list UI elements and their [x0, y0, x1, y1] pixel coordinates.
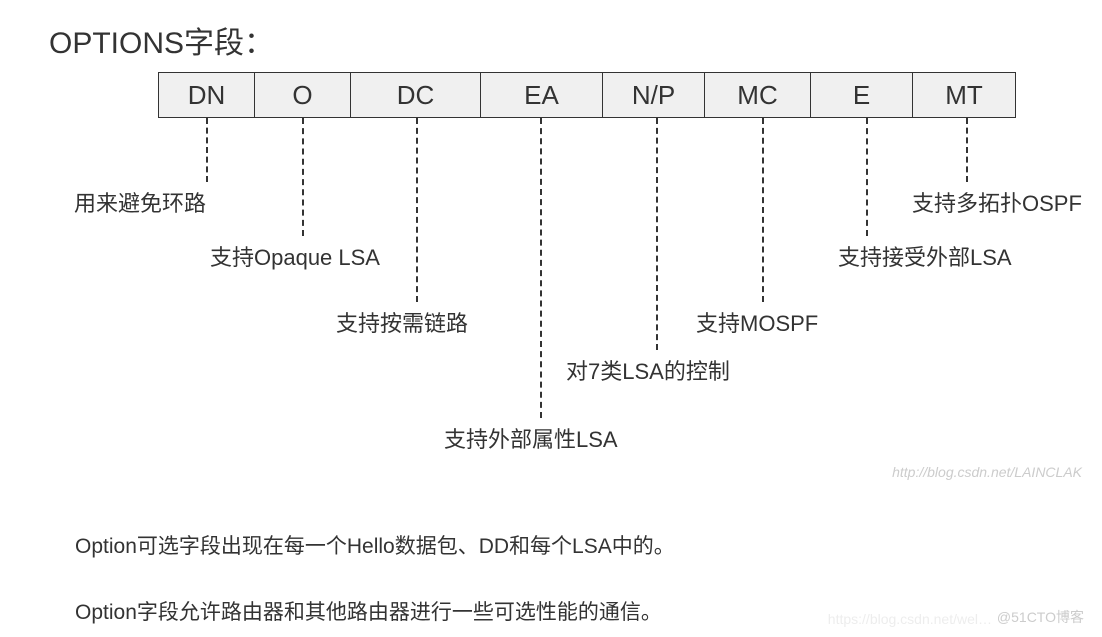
bit-cell-o: O: [255, 73, 351, 117]
footer-line-1: Option可选字段出现在每一个Hello数据包、DD和每个LSA中的。: [75, 530, 675, 560]
callout-mc: 支持MOSPF: [696, 306, 818, 338]
bit-cell-dc: DC: [351, 73, 481, 117]
connector-ea: [540, 118, 542, 418]
callout-ea: 支持外部属性LSA: [444, 422, 618, 454]
bit-cell-np: N/P: [603, 73, 705, 117]
bit-cell-ea: EA: [481, 73, 603, 117]
bits-field-row: DN O DC EA N/P MC E MT: [158, 72, 1016, 118]
footer-line-2: Option字段允许路由器和其他路由器进行一些可选性能的通信。: [75, 596, 662, 626]
connector-o: [302, 118, 304, 236]
page-title: OPTIONS字段：: [49, 18, 274, 62]
connector-np: [656, 118, 658, 350]
callout-np: 对7类LSA的控制: [566, 354, 730, 386]
connector-mt: [966, 118, 968, 182]
callout-dn: 用来避免环路: [74, 186, 206, 218]
callout-dc: 支持按需链路: [336, 306, 468, 338]
bit-cell-mt: MT: [913, 73, 1015, 117]
connector-dn: [206, 118, 208, 182]
connector-e: [866, 118, 868, 236]
watermark-cto: @51CTO博客: [997, 607, 1084, 627]
bit-cell-e: E: [811, 73, 913, 117]
callout-e: 支持接受外部LSA: [838, 240, 1012, 272]
callout-mt: 支持多拓扑OSPF: [912, 186, 1082, 218]
bit-cell-dn: DN: [159, 73, 255, 117]
bit-cell-mc: MC: [705, 73, 811, 117]
watermark-url: http://blog.csdn.net/LAINCLAK: [892, 464, 1082, 480]
connector-mc: [762, 118, 764, 302]
connector-dc: [416, 118, 418, 302]
callout-o: 支持Opaque LSA: [210, 240, 380, 272]
watermark-cto-prefix: https://blog.csdn.net/wel…: [828, 611, 992, 627]
